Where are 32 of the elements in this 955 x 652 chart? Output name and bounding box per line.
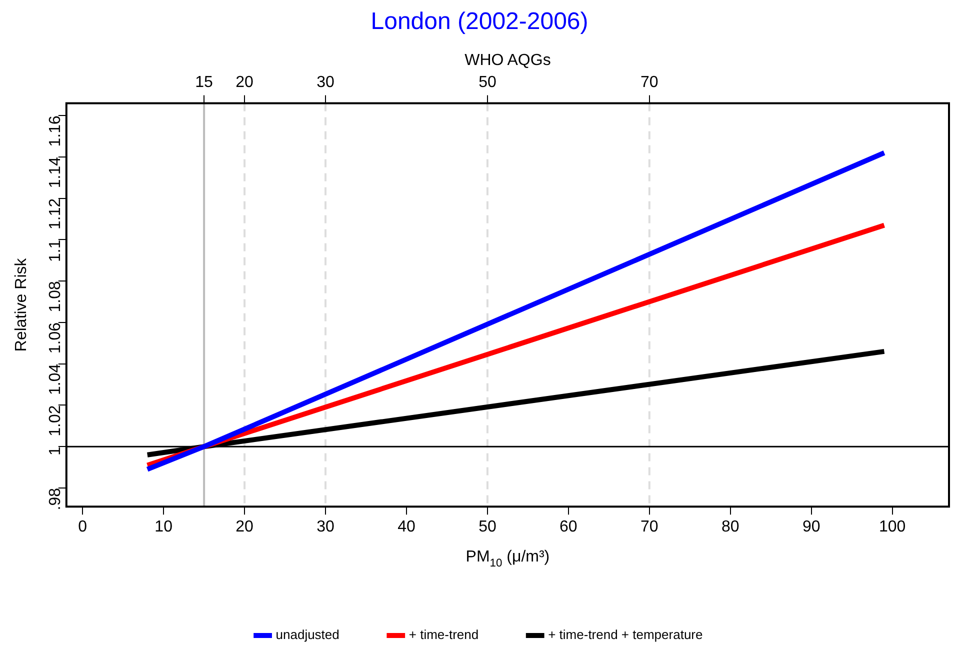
y-tick-label: .98 bbox=[46, 488, 64, 510]
legend-label: unadjusted bbox=[276, 627, 340, 642]
x-tick-label: 0 bbox=[78, 518, 88, 536]
x-tick-label: 100 bbox=[878, 518, 906, 536]
x-tick-label: 90 bbox=[802, 518, 820, 536]
y-tick-label: 1.14 bbox=[46, 156, 64, 188]
x-tick-label: 40 bbox=[398, 518, 416, 536]
y-tick-label: 1.16 bbox=[46, 116, 64, 147]
x2-axis-title: WHO AQGs bbox=[464, 52, 551, 69]
x2-tick-label: 70 bbox=[640, 74, 658, 92]
y-tick-label: 1.02 bbox=[46, 405, 64, 436]
y-axis-title: Relative Risk bbox=[13, 257, 30, 352]
x-tick-label: 70 bbox=[640, 518, 658, 536]
y-tick-label: 1.06 bbox=[46, 322, 64, 354]
x-tick-label: 80 bbox=[721, 518, 740, 536]
x2-tick-label: 30 bbox=[316, 74, 335, 92]
x2-tick-label: 50 bbox=[478, 74, 496, 92]
x-tick-label: 20 bbox=[236, 518, 254, 536]
chart-title: London (2002-2006) bbox=[370, 8, 588, 36]
x-tick-label: 60 bbox=[560, 518, 578, 536]
x2-tick-label: 20 bbox=[236, 74, 254, 92]
x-tick-label: 50 bbox=[478, 518, 496, 536]
y-tick-label: 1.04 bbox=[46, 364, 64, 395]
legend-label: + time-trend + temperature bbox=[548, 627, 703, 642]
x-tick-label: 30 bbox=[316, 518, 335, 536]
x-tick-label: 10 bbox=[154, 518, 173, 536]
y-tick-label: 1.1 bbox=[46, 240, 64, 262]
y-tick-label: 1.08 bbox=[46, 281, 64, 312]
x2-tick-label: 15 bbox=[195, 74, 214, 92]
y-tick-label: 1.12 bbox=[46, 198, 64, 230]
legend-label: + time-trend bbox=[408, 627, 479, 642]
y-tick-label: 1 bbox=[46, 446, 64, 456]
